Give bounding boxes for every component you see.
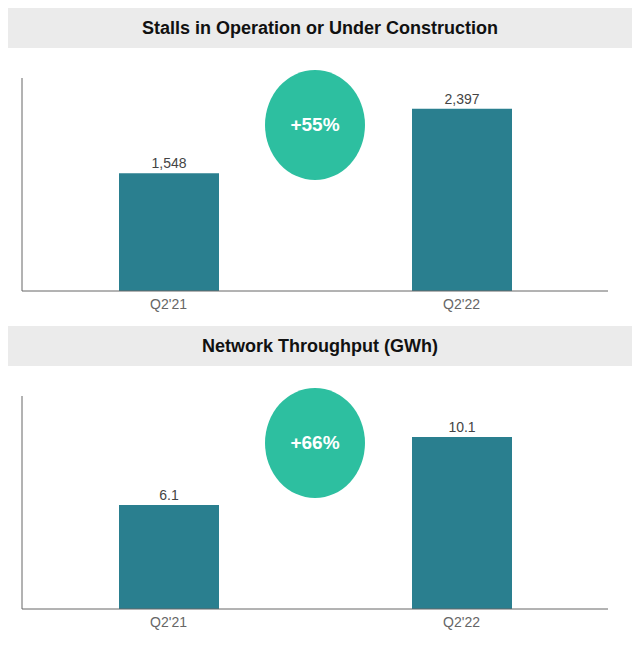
svg-text:Q2'21: Q2'21 [150,296,187,312]
html-text:Network Throughput (GWh): Network Throughput (GWh) [202,335,438,356]
html-text:+55%: +55% [290,113,340,135]
svg-text:2,397: 2,397 [444,91,479,107]
svg-text:Q2'22: Q2'22 [443,296,480,312]
svg-text:10.1: 10.1 [448,419,475,435]
html-text:+66%: +66% [290,431,340,453]
svg-text:Q2'21: Q2'21 [150,614,187,630]
svg-text:6.1: 6.1 [159,487,179,503]
svg-text:Q2'22: Q2'22 [443,614,480,630]
html-text:Stalls in Operation or Under C: Stalls in Operation or Under Constructio… [142,17,498,38]
svg-text:1,548: 1,548 [151,155,186,171]
